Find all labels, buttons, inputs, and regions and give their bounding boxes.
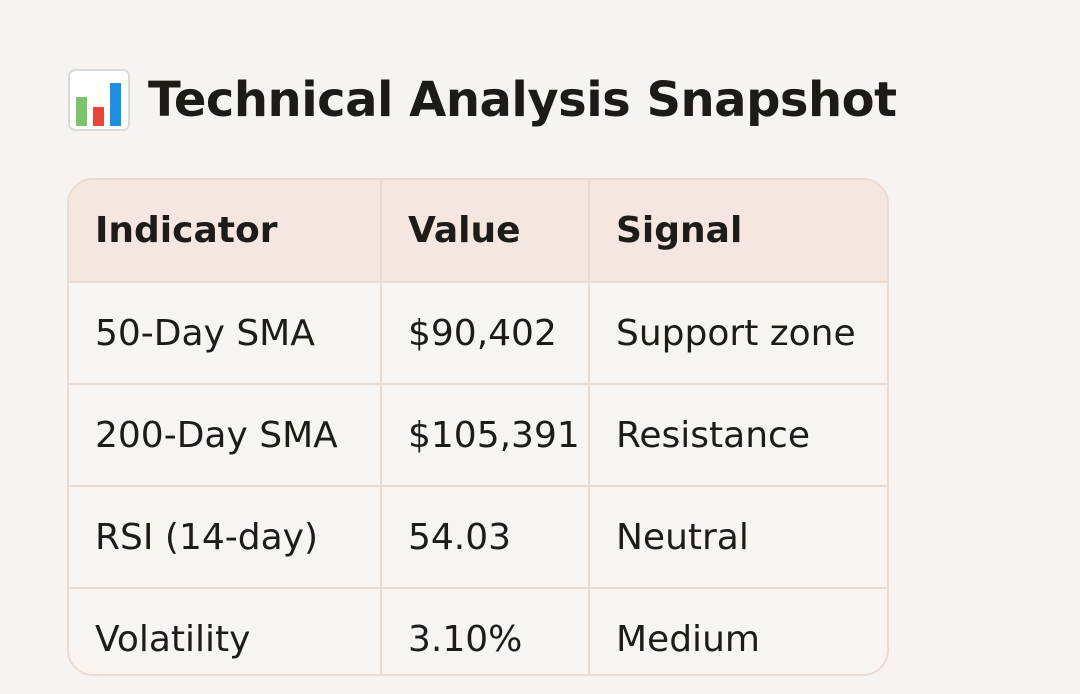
page-heading: Technical Analysis Snapshot xyxy=(68,66,897,134)
signal-cell: Neutral xyxy=(589,486,887,589)
bar-chart-icon xyxy=(68,69,130,131)
table-header-row: Indicator Value Signal xyxy=(69,180,887,283)
signal-cell: Support zone xyxy=(589,282,887,385)
column-header-signal: Signal xyxy=(589,180,887,283)
indicator-cell: Volatility xyxy=(69,588,382,674)
indicator-cell: RSI (14-day) xyxy=(69,486,382,589)
page-title: Technical Analysis Snapshot xyxy=(148,72,897,128)
value-cell: 3.10% xyxy=(381,588,590,674)
table-row: 50-Day SMA $90,402 Support zone xyxy=(69,282,887,385)
value-cell: $90,402 xyxy=(381,282,590,385)
indicator-cell: 50-Day SMA xyxy=(69,282,382,385)
signal-cell: Resistance xyxy=(589,384,887,487)
table-row: RSI (14-day) 54.03 Neutral xyxy=(69,486,887,589)
indicator-table: Indicator Value Signal 50-Day SMA $90,40… xyxy=(67,178,889,676)
value-cell: $105,391 xyxy=(381,384,590,487)
value-cell: 54.03 xyxy=(381,486,590,589)
table-row: 200-Day SMA $105,391 Resistance xyxy=(69,384,887,487)
indicator-cell: 200-Day SMA xyxy=(69,384,382,487)
column-header-indicator: Indicator xyxy=(69,180,382,283)
table-row: Volatility 3.10% Medium xyxy=(69,588,887,674)
signal-cell: Medium xyxy=(616,619,760,660)
column-header-value: Value xyxy=(381,180,590,283)
